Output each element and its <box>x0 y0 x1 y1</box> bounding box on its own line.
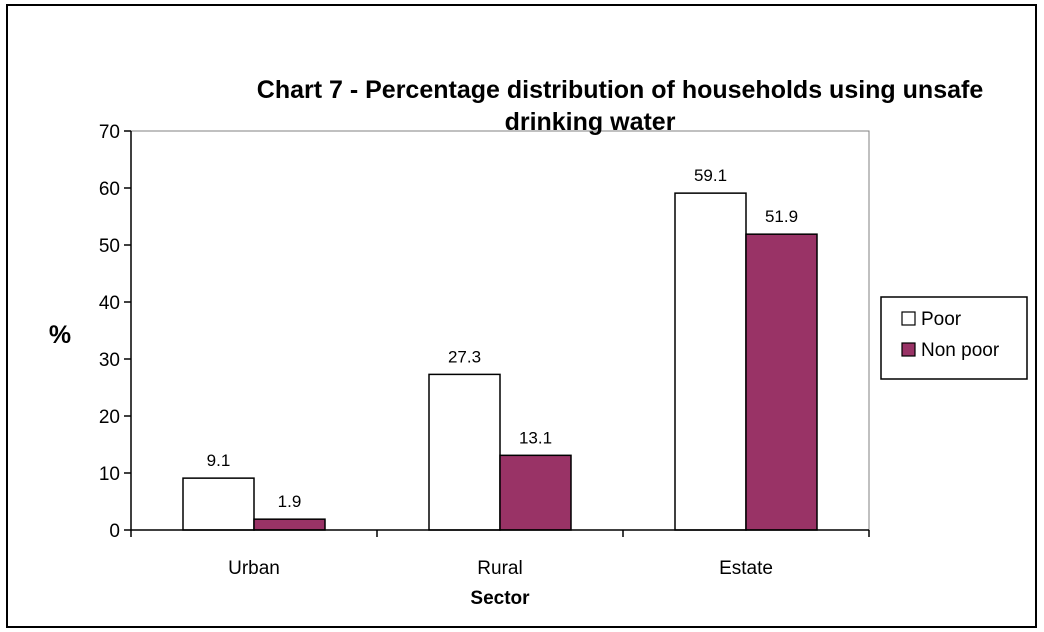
y-tick-label: 0 <box>109 521 120 542</box>
x-tick-label: Urban <box>228 558 280 579</box>
x-axis: Urban Rural Estate <box>130 529 870 579</box>
y-tick-label: 10 <box>99 464 120 485</box>
y-tick-label: 40 <box>99 293 120 314</box>
data-label: 59.1 <box>694 166 727 185</box>
y-tick-label: 60 <box>99 179 120 200</box>
y-axis: 0 10 20 30 40 50 60 70 <box>99 122 132 542</box>
data-label: 9.1 <box>207 451 231 470</box>
chart-title-line-1: Chart 7 - Percentage distribution of hou… <box>257 76 984 104</box>
bars: 9.1 27.3 59.1 1.9 13.1 51.9 <box>182 166 818 531</box>
y-tick-label: 50 <box>99 236 120 257</box>
legend-swatch <box>901 311 916 326</box>
bar-poor <box>182 477 255 531</box>
legend-label: Non poor <box>921 340 1000 361</box>
bar-poor <box>428 373 501 531</box>
y-tick-label: 20 <box>99 407 120 428</box>
bar-poor <box>674 192 747 531</box>
legend-box <box>880 296 1028 380</box>
legend-swatch <box>901 342 916 357</box>
chart-title: Chart 7 - Percentage distribution of hou… <box>257 76 984 136</box>
y-tick-label: 70 <box>99 122 120 143</box>
legend: Poor Non poor <box>880 296 1028 380</box>
bar-non-poor <box>499 454 572 531</box>
legend-label: Poor <box>921 309 962 330</box>
y-axis-title: % <box>49 321 71 349</box>
chart-title-line-2: drinking water <box>505 108 676 136</box>
x-tick-label: Estate <box>719 558 773 579</box>
bar-non-poor <box>253 518 326 531</box>
y-tick-label: 30 <box>99 350 120 371</box>
data-label: 51.9 <box>765 207 798 226</box>
x-tick-label: Rural <box>477 558 522 579</box>
data-label: 27.3 <box>448 347 481 366</box>
bar-non-poor <box>745 233 818 531</box>
data-label: 1.9 <box>278 492 302 511</box>
data-label: 13.1 <box>519 428 552 447</box>
x-axis-title: Sector <box>470 588 530 609</box>
